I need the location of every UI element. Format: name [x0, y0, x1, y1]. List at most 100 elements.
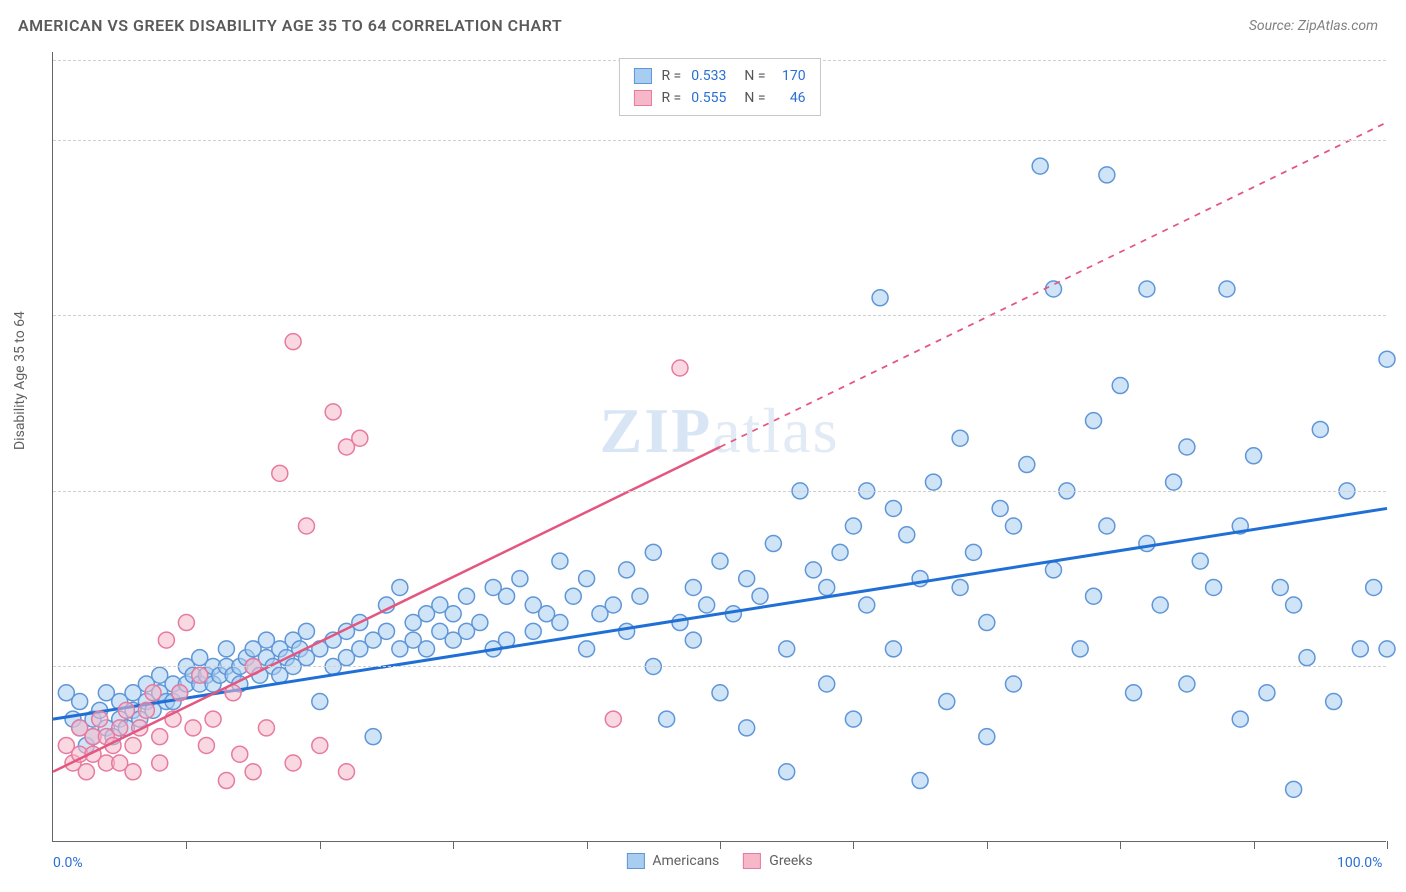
data-point [152, 755, 168, 771]
data-point [499, 588, 515, 604]
x-tick [320, 841, 321, 849]
data-point [258, 720, 274, 736]
data-point [1312, 421, 1328, 437]
gridline [53, 491, 1386, 492]
legend-item: Greeks [743, 853, 812, 869]
data-point [205, 711, 221, 727]
data-point [579, 571, 595, 587]
data-point [1366, 579, 1382, 595]
x-tick [987, 841, 988, 849]
data-point [1126, 685, 1142, 701]
data-point [672, 615, 688, 631]
data-point [1086, 588, 1102, 604]
data-point [78, 764, 94, 780]
data-point [659, 711, 675, 727]
data-point [232, 746, 248, 762]
data-point [1259, 685, 1275, 701]
data-point [285, 755, 301, 771]
data-point [245, 764, 261, 780]
data-point [752, 588, 768, 604]
data-point [198, 737, 214, 753]
data-point [125, 737, 141, 753]
data-point [685, 632, 701, 648]
data-point [605, 597, 621, 613]
data-point [1379, 641, 1395, 657]
data-point [338, 764, 354, 780]
data-point [172, 685, 188, 701]
data-point [445, 606, 461, 622]
chart-plot-area: ZIPatlas R =0.533N =170R =0.555N =46 Ame… [52, 52, 1386, 842]
legend-swatch [626, 853, 644, 869]
x-tick [1120, 841, 1121, 849]
data-point [1152, 597, 1168, 613]
data-point [832, 544, 848, 560]
data-point [1326, 694, 1342, 710]
data-point [125, 764, 141, 780]
legend-swatch [743, 853, 761, 869]
data-point [138, 702, 154, 718]
data-point [712, 553, 728, 569]
data-point [298, 518, 314, 534]
x-tick [186, 841, 187, 849]
data-point [819, 579, 835, 595]
x-tick [587, 841, 588, 849]
legend-stat-row: R =0.555N =46 [633, 87, 805, 109]
data-point [419, 641, 435, 657]
legend-series: AmericansGreeks [626, 853, 812, 869]
data-point [1286, 597, 1302, 613]
data-point [739, 720, 755, 736]
data-point [885, 641, 901, 657]
data-point [632, 588, 648, 604]
data-point [765, 536, 781, 552]
x-tick [720, 841, 721, 849]
x-axis-label: 100.0% [1337, 855, 1382, 871]
legend-stat-row: R =0.533N =170 [633, 65, 805, 87]
data-point [218, 641, 234, 657]
x-tick [853, 841, 854, 849]
data-point [1032, 158, 1048, 174]
data-point [779, 641, 795, 657]
data-point [872, 290, 888, 306]
data-point [1046, 562, 1062, 578]
data-point [112, 720, 128, 736]
legend-swatch [633, 90, 651, 106]
data-point [379, 623, 395, 639]
data-point [298, 623, 314, 639]
data-point [1179, 439, 1195, 455]
data-point [925, 474, 941, 490]
data-point [1352, 641, 1368, 657]
data-point [312, 694, 328, 710]
data-point [325, 404, 341, 420]
data-point [885, 500, 901, 516]
data-point [1046, 281, 1062, 297]
data-point [859, 597, 875, 613]
data-point [152, 729, 168, 745]
data-point [685, 579, 701, 595]
x-tick [453, 841, 454, 849]
data-point [352, 430, 368, 446]
scatter-svg [53, 52, 1386, 841]
data-point [459, 588, 475, 604]
data-point [72, 694, 88, 710]
data-point [912, 773, 928, 789]
chart-title: AMERICAN VS GREEK DISABILITY AGE 35 TO 6… [18, 16, 562, 35]
data-point [739, 571, 755, 587]
data-point [1286, 781, 1302, 797]
data-point [1192, 553, 1208, 569]
data-point [192, 667, 208, 683]
data-point [552, 553, 568, 569]
data-point [952, 579, 968, 595]
data-point [819, 676, 835, 692]
data-point [805, 562, 821, 578]
data-point [939, 694, 955, 710]
data-point [1099, 518, 1115, 534]
data-point [619, 562, 635, 578]
data-point [1166, 474, 1182, 490]
x-axis-label: 0.0% [53, 855, 83, 871]
data-point [512, 571, 528, 587]
data-point [779, 764, 795, 780]
data-point [218, 773, 234, 789]
data-point [272, 465, 288, 481]
data-point [1246, 448, 1262, 464]
data-point [285, 334, 301, 350]
